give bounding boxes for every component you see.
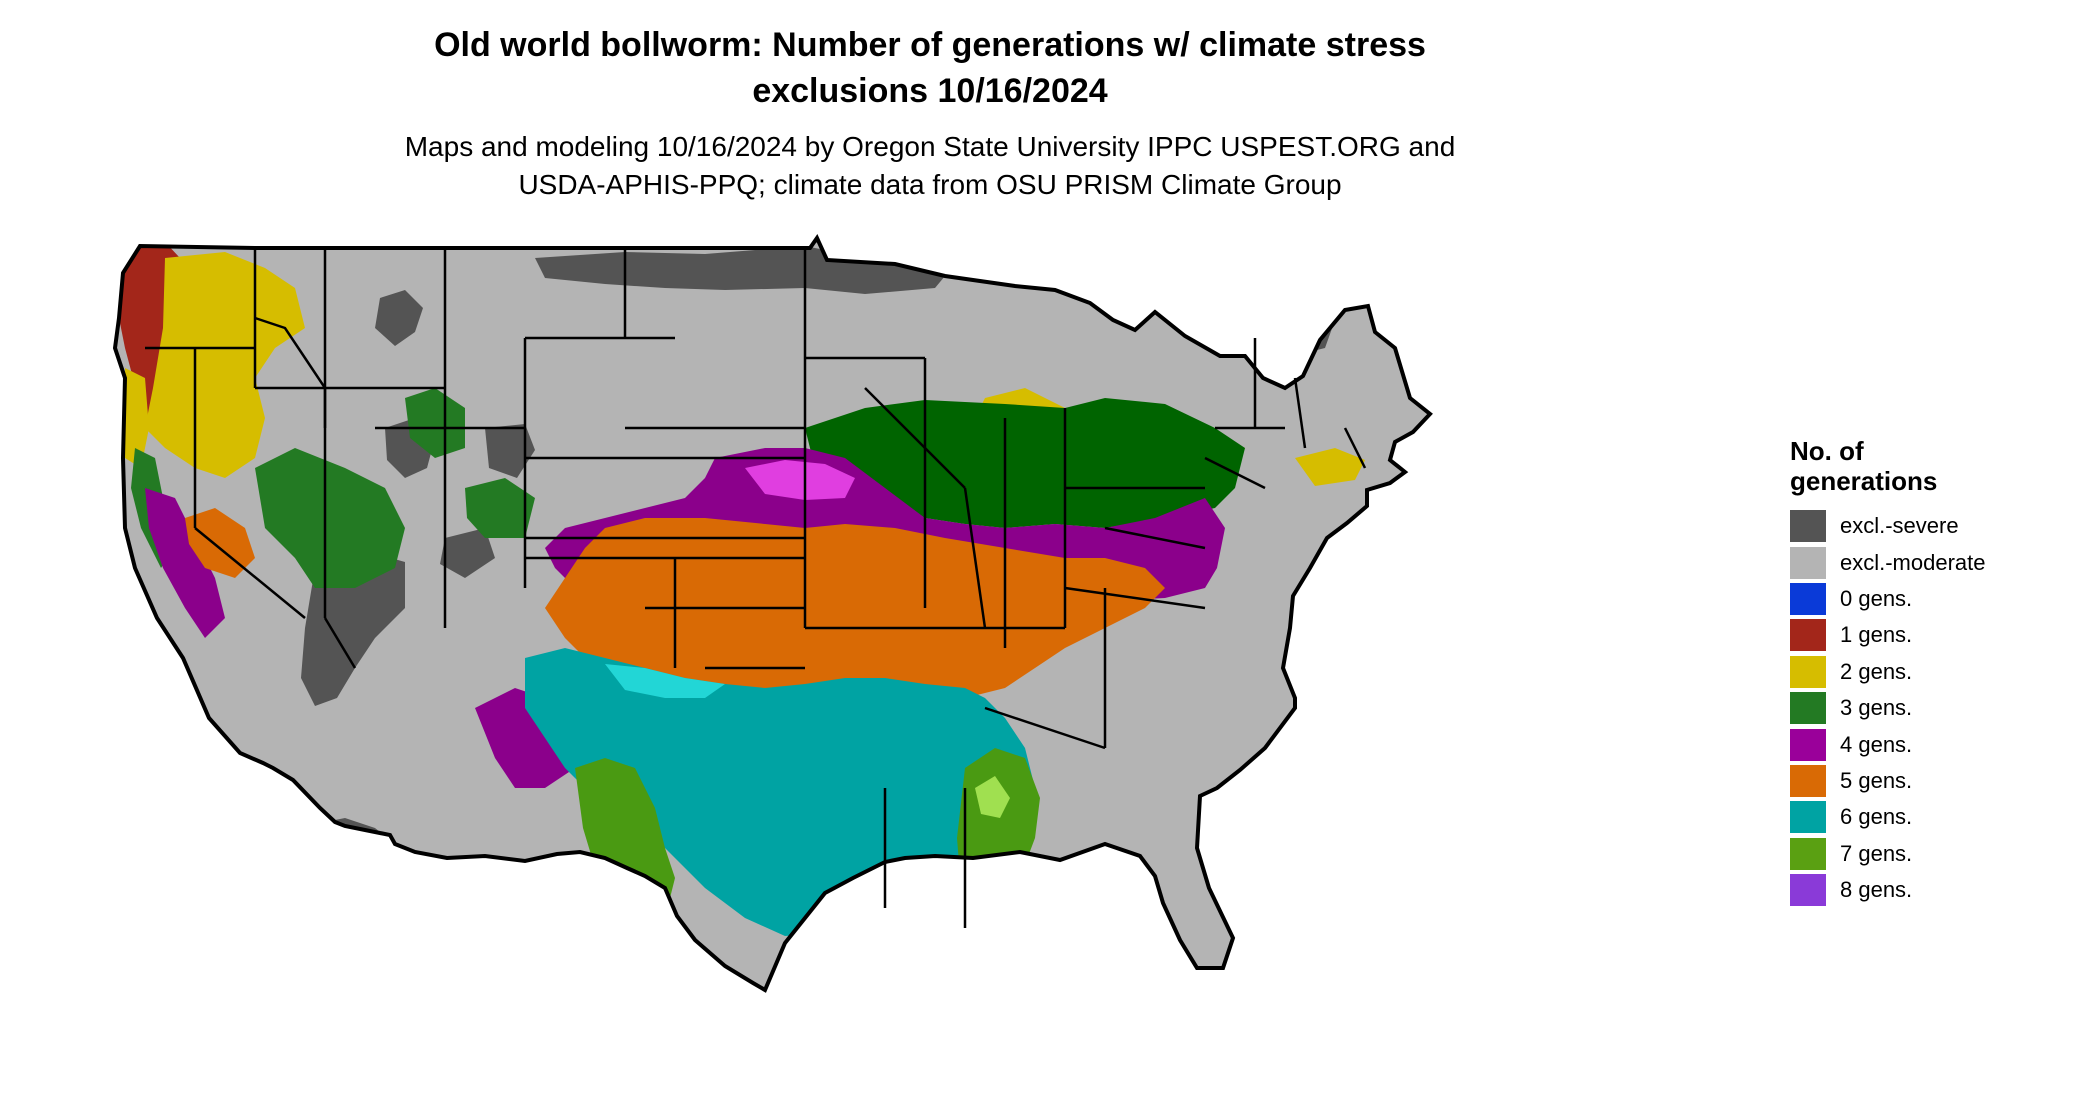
legend-swatch — [1790, 510, 1826, 543]
zone-gen2 — [1295, 448, 1365, 486]
legend-swatch — [1790, 837, 1826, 870]
legend-item: excl.-moderate — [1790, 544, 2080, 580]
zone-gen3 — [405, 388, 465, 458]
legend-swatch — [1790, 582, 1826, 615]
legend-swatch — [1790, 692, 1826, 725]
state-boundaries — [145, 248, 1367, 928]
map-subtitle: Maps and modeling 10/16/2024 by Oregon S… — [0, 128, 1860, 204]
zone-gen7light — [975, 776, 1010, 818]
zone-excl-severe — [485, 424, 535, 478]
legend-item: 5 gens. — [1790, 763, 2080, 799]
legend-item: 4 gens. — [1790, 726, 2080, 762]
zone-gen3 — [255, 448, 405, 588]
state-boundary-line — [1204, 456, 1266, 490]
zone-gen5 — [185, 508, 255, 578]
map-title-line-2: exclusions 10/16/2024 — [752, 72, 1108, 110]
state-boundary-line — [323, 617, 357, 669]
legend-label: 5 gens. — [1840, 767, 1913, 793]
map-title: Old world bollworm: Number of generation… — [0, 22, 1860, 114]
legend-item: 7 gens. — [1790, 836, 2080, 872]
legend-item: 0 gens. — [1790, 581, 2080, 617]
state-boundary-line — [1104, 526, 1206, 550]
zone-gen5 — [545, 518, 1165, 702]
zone-excl-severe — [375, 290, 423, 346]
zone-gen4light — [745, 460, 855, 500]
map-subtitle-line-2: USDA-APHIS-PPQ; climate data from OSU PR… — [518, 169, 1342, 200]
legend-swatch — [1790, 546, 1826, 579]
zone-excl-severe — [440, 528, 495, 578]
legend-swatch — [1790, 764, 1826, 797]
legend-item: 3 gens. — [1790, 690, 2080, 726]
zone-gen2 — [145, 252, 305, 478]
legend-item: 8 gens. — [1790, 872, 2080, 908]
legend-swatch — [1790, 801, 1826, 834]
zone-gen6light — [605, 664, 725, 698]
legend-item: excl.-severe — [1790, 508, 2080, 544]
legend-label: excl.-severe — [1840, 513, 1959, 539]
zone-gen3 — [805, 398, 1245, 528]
legend-label: 8 gens. — [1840, 877, 1913, 903]
legend: No. of generations excl.-severe excl.-mod… — [1790, 436, 2080, 908]
state-boundary-line — [963, 487, 987, 629]
zone-gen4 — [145, 488, 225, 638]
legend-label: 2 gens. — [1840, 658, 1913, 684]
map-title-line-1: Old world bollworm: Number of generation… — [434, 26, 1426, 64]
zone-gen7 — [957, 748, 1040, 928]
legend-title-line-2: generations — [1790, 466, 1938, 496]
legend-items: excl.-severe excl.-moderate 0 gens. 1 gens.… — [1790, 508, 2080, 908]
state-boundary-line — [984, 706, 1106, 750]
map-subtitle-line-1: Maps and modeling 10/16/2024 by Oregon S… — [404, 131, 1456, 162]
legend-item: 2 gens. — [1790, 654, 2080, 690]
us-generations-map — [112, 233, 1433, 993]
legend-label: 0 gens. — [1840, 585, 1913, 611]
legend-label: 3 gens. — [1840, 695, 1913, 721]
zone-gen2 — [125, 368, 149, 468]
legend-swatch — [1790, 619, 1826, 652]
state-boundary-line — [254, 316, 327, 389]
legend-label: 7 gens. — [1840, 840, 1913, 866]
us-border — [112, 233, 1433, 993]
legend-swatch — [1790, 728, 1826, 761]
legend-swatch — [1790, 655, 1826, 688]
state-boundary-line — [194, 527, 306, 619]
state-boundary-line — [1293, 377, 1307, 449]
legend-swatch — [1790, 874, 1826, 907]
legend-label: 6 gens. — [1840, 804, 1913, 830]
legend-title-line-1: No. of — [1790, 436, 1864, 466]
zone-gen3 — [465, 478, 535, 538]
state-boundary-line — [1343, 427, 1367, 469]
legend-label: 1 gens. — [1840, 622, 1913, 648]
legend-item: 6 gens. — [1790, 799, 2080, 835]
legend-item: 1 gens. — [1790, 617, 2080, 653]
state-boundary-line — [1064, 586, 1206, 610]
legend-label: 4 gens. — [1840, 731, 1913, 757]
legend-label: excl.-moderate — [1840, 549, 1986, 575]
legend-title: No. of generations — [1790, 436, 2080, 496]
